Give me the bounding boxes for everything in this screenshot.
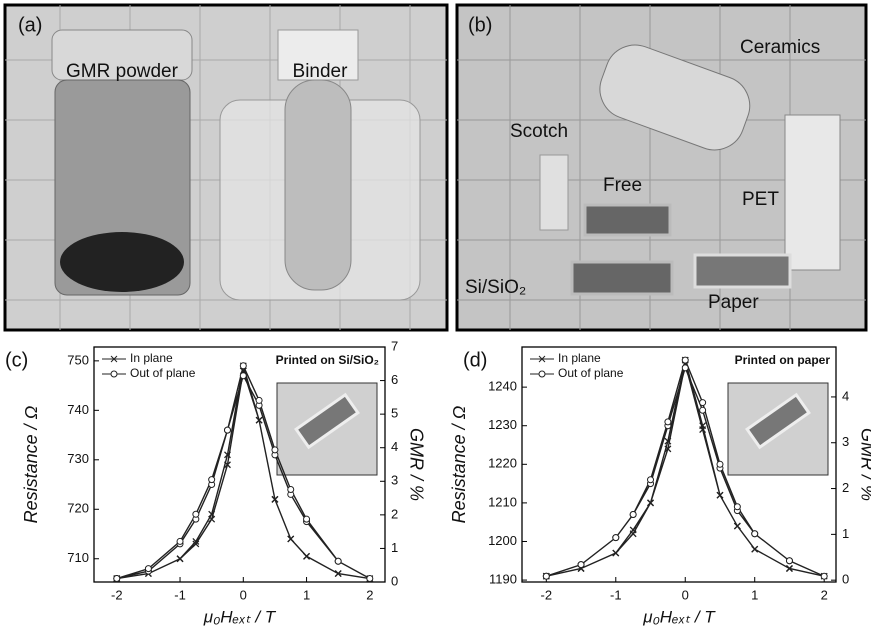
- y2-tick-label: 0: [391, 573, 398, 588]
- panel-label: (d): [463, 349, 487, 371]
- y2-tick-label: 2: [391, 506, 398, 521]
- inset-title: Printed on Si/SiO₂: [276, 353, 379, 367]
- legend-marker: [539, 371, 545, 377]
- x-tick-label: -1: [610, 587, 622, 602]
- x-tick-label: 2: [821, 587, 828, 602]
- marker: [752, 546, 758, 552]
- marker: [304, 553, 310, 559]
- marker: [752, 531, 758, 537]
- y2-tick-label: 2: [842, 480, 849, 495]
- y-tick-label: 1230: [488, 417, 517, 432]
- legend-label: In plane: [130, 351, 173, 365]
- x-tick-label: 1: [303, 587, 310, 602]
- marker: [288, 536, 294, 542]
- x-tick-label: 0: [682, 587, 689, 602]
- y-tick-label: 730: [67, 451, 89, 466]
- x-axis-label: μ₀Hₑₓₜ / T: [642, 607, 716, 626]
- marker: [240, 373, 246, 379]
- legend-label: Out of plane: [558, 366, 624, 380]
- marker: [177, 538, 183, 544]
- figure: (a) GMR powder Binder (b) Ceramics Scotc…: [0, 0, 871, 630]
- y2-tick-label: 4: [842, 388, 849, 403]
- x-tick-label: 2: [366, 587, 373, 602]
- photo-b: (b) Ceramics Scotch Free PET Si/SiO₂ Pap…: [457, 5, 866, 330]
- y-tick-label: 710: [67, 550, 89, 565]
- y2-tick-label: 0: [842, 572, 849, 587]
- legend-marker: [111, 371, 117, 377]
- marker: [717, 461, 723, 467]
- marker: [613, 535, 619, 541]
- marker: [543, 573, 549, 579]
- photo-label: Paper: [708, 292, 759, 313]
- photo-label: GMR powder: [66, 61, 179, 82]
- x-tick-label: 1: [751, 587, 758, 602]
- photo-label: Scotch: [510, 121, 568, 142]
- x-tick-label: -2: [541, 587, 553, 602]
- y-tick-label: 1190: [489, 572, 517, 587]
- y-tick-label: 1220: [488, 456, 517, 471]
- y2-tick-label: 5: [391, 406, 398, 421]
- y-tick-label: 740: [67, 402, 89, 417]
- inset-title: Printed on paper: [735, 353, 831, 367]
- legend-label: In plane: [558, 351, 601, 365]
- marker: [224, 427, 230, 433]
- y-axis-label: Resistance / Ω: [21, 405, 41, 523]
- y-tick-label: 1200: [488, 533, 517, 548]
- y2-tick-label: 3: [391, 473, 398, 488]
- legend-label: Out of plane: [130, 366, 196, 380]
- photo-label: Ceramics: [740, 37, 820, 58]
- marker: [304, 516, 310, 522]
- marker: [335, 558, 341, 564]
- marker: [630, 511, 636, 517]
- marker: [272, 447, 278, 453]
- y-tick-label: 720: [67, 501, 89, 516]
- marker: [734, 504, 740, 510]
- marker: [682, 357, 688, 363]
- x-tick-label: -2: [111, 587, 123, 602]
- marker: [786, 558, 792, 564]
- panel-label: (b): [468, 14, 492, 36]
- marker: [367, 576, 373, 582]
- y-axis-label: Resistance / Ω: [449, 405, 469, 523]
- x-tick-label: -1: [174, 587, 186, 602]
- panel-label: (a): [18, 14, 42, 36]
- marker: [578, 562, 584, 568]
- marker: [665, 419, 671, 425]
- photo-label: Binder: [293, 61, 349, 82]
- marker: [114, 576, 120, 582]
- photo-label: Free: [603, 175, 642, 196]
- marker: [613, 550, 619, 556]
- marker: [700, 407, 706, 413]
- x-axis-label: μ₀Hₑₓₜ / T: [203, 607, 277, 626]
- y2-tick-label: 4: [391, 439, 398, 454]
- y-tick-label: 1240: [488, 379, 517, 394]
- x-tick-label: 0: [240, 587, 247, 602]
- y2-tick-label: 1: [391, 540, 398, 555]
- marker: [821, 573, 827, 579]
- marker: [700, 400, 706, 406]
- marker: [145, 566, 151, 572]
- y2-tick-label: 1: [842, 526, 849, 541]
- marker: [209, 477, 215, 483]
- y-tick-label: 750: [67, 352, 89, 367]
- photo-a: (a) GMR powder Binder: [5, 5, 447, 330]
- y2-tick-label: 3: [842, 434, 849, 449]
- marker: [682, 365, 688, 371]
- marker: [648, 477, 654, 483]
- photo-label: PET: [742, 189, 779, 210]
- y2-tick-label: 7: [391, 338, 398, 353]
- marker: [177, 556, 183, 562]
- y-tick-label: 1210: [488, 494, 517, 509]
- marker: [193, 511, 199, 517]
- photo-label: Si/SiO₂: [465, 277, 526, 298]
- marker: [288, 486, 294, 492]
- marker: [240, 363, 246, 369]
- marker: [734, 523, 740, 529]
- panel-label: (c): [5, 349, 28, 371]
- y2-axis-label: GMR / %: [857, 428, 871, 501]
- y2-tick-label: 6: [391, 372, 398, 387]
- marker: [256, 397, 262, 403]
- y2-axis-label: GMR / %: [406, 428, 426, 501]
